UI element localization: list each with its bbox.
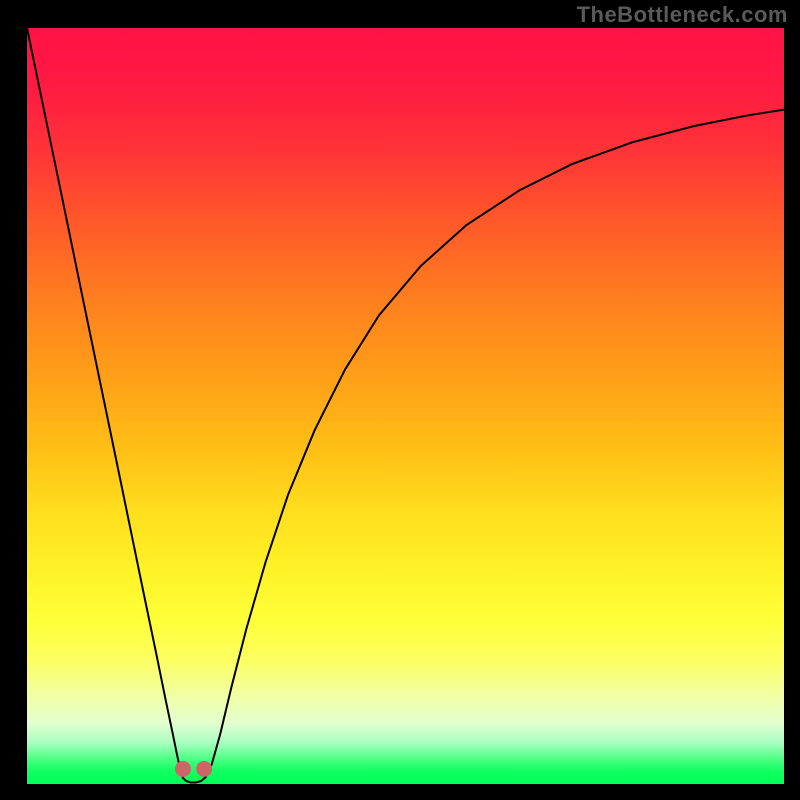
watermark-label: TheBottleneck.com [577, 2, 788, 28]
bottleneck-curve-chart [0, 0, 800, 800]
marker-point-1 [197, 761, 212, 776]
chart-container: TheBottleneck.com [0, 0, 800, 800]
plot-background [27, 28, 784, 784]
marker-point-0 [175, 761, 190, 776]
